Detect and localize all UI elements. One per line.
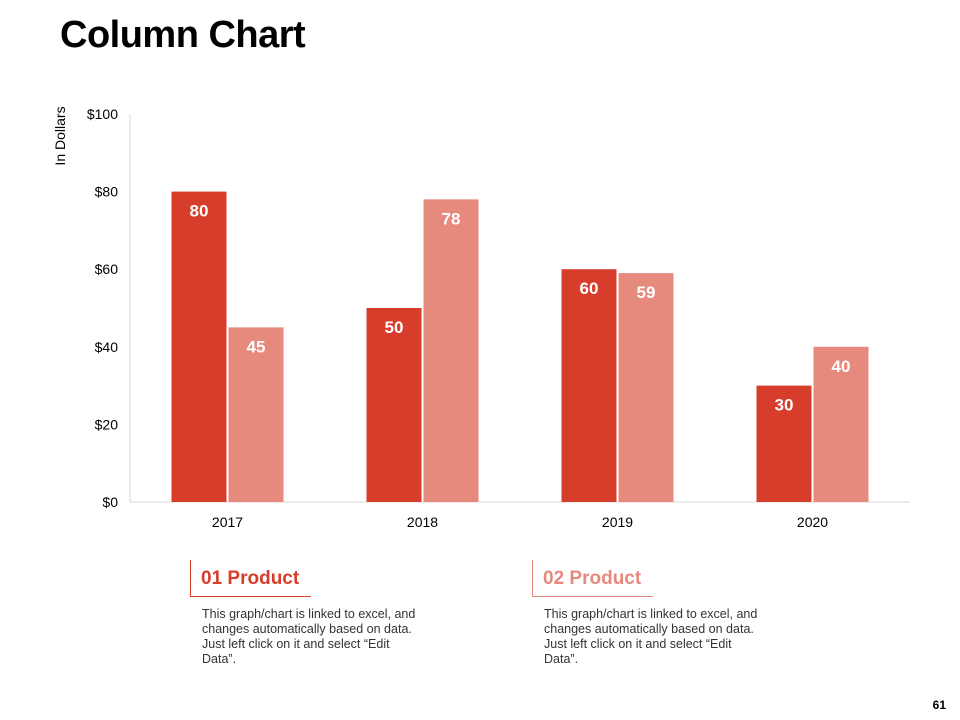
bar-2-2020 xyxy=(813,346,869,502)
data-label: 59 xyxy=(637,283,656,302)
bar-1-2020 xyxy=(756,385,812,502)
legend-product-1-description: This graph/chart is linked to excel, and… xyxy=(202,607,416,666)
bar-1-2019 xyxy=(561,269,617,502)
bar-1-2017 xyxy=(171,191,227,502)
y-tick-label: $40 xyxy=(95,339,119,355)
x-tick-label: 2017 xyxy=(212,514,243,530)
data-label: 80 xyxy=(190,202,209,221)
legend-product-2-heading: 02 Product xyxy=(532,560,654,597)
data-label: 50 xyxy=(385,318,404,337)
data-label: 45 xyxy=(247,337,266,356)
data-label: 40 xyxy=(832,357,851,376)
page-number: 61 xyxy=(932,698,946,712)
bar-2-2018 xyxy=(423,199,479,503)
x-tick-label: 2020 xyxy=(797,514,828,530)
data-label: 30 xyxy=(775,396,794,415)
legend-product-1: 01 Product This graph/chart is linked to… xyxy=(190,560,430,667)
data-label: 60 xyxy=(580,279,599,298)
y-tick-label: $100 xyxy=(87,106,118,122)
legend-product-2: 02 Product This graph/chart is linked to… xyxy=(532,560,772,667)
bar-2-2017 xyxy=(228,327,284,502)
legend-product-1-heading: 01 Product xyxy=(190,560,312,597)
y-tick-label: $60 xyxy=(95,261,119,277)
x-tick-label: 2018 xyxy=(407,514,438,530)
data-label: 78 xyxy=(442,209,461,228)
x-tick-label: 2019 xyxy=(602,514,633,530)
page-title: Column Chart xyxy=(60,14,306,56)
bar-1-2018 xyxy=(366,308,422,502)
y-tick-label: $20 xyxy=(95,416,119,432)
legend-product-2-description: This graph/chart is linked to excel, and… xyxy=(544,607,758,666)
bar-2-2019 xyxy=(618,273,674,502)
column-chart: $0 $20 $40 $60 $80 $100 In Dollars 80 45 2017 50 78… xyxy=(52,106,910,530)
y-axis-label: In Dollars xyxy=(52,106,68,165)
y-tick-label: $80 xyxy=(95,184,119,200)
y-tick-label: $0 xyxy=(102,494,118,510)
